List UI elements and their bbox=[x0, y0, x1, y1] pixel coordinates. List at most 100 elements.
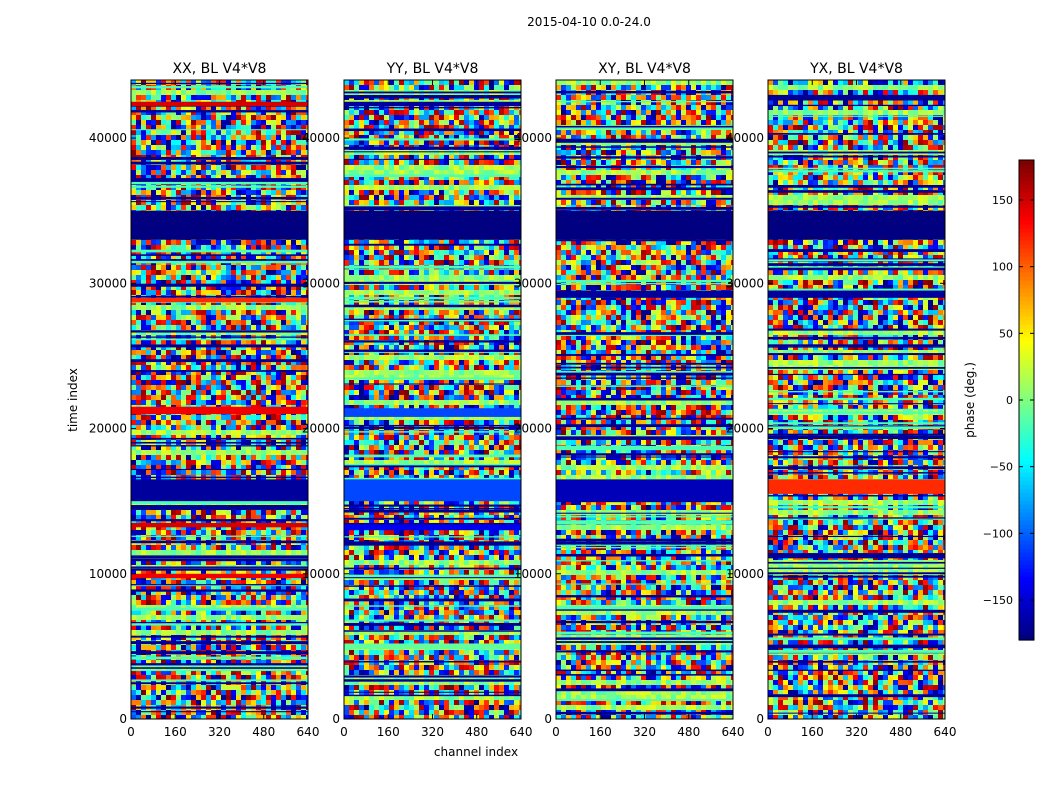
phase-band-5 bbox=[131, 573, 308, 579]
panels-group: XX, BL V4*V8 0 160 320 480 640 0 10000 20000 3000… bbox=[89, 61, 957, 739]
colorbar-segment bbox=[1019, 468, 1034, 473]
colorbar-segment bbox=[1019, 496, 1034, 501]
colorbar-segment bbox=[1019, 512, 1034, 517]
colorbar-segment bbox=[1019, 608, 1034, 613]
colorbar-segment bbox=[1019, 552, 1034, 557]
colorbar-segment bbox=[1019, 380, 1034, 385]
x-tick-label: 0 bbox=[340, 725, 348, 739]
colorbar-segment bbox=[1019, 540, 1034, 545]
colorbar-segment bbox=[1019, 604, 1034, 609]
phase-band-5 bbox=[344, 643, 521, 650]
phase-band-1 bbox=[131, 210, 308, 240]
phase-band-2 bbox=[344, 479, 521, 502]
colorbar-segment bbox=[1019, 196, 1034, 201]
colorbar-tick-label: 150 bbox=[992, 194, 1013, 207]
x-tick-label: 480 bbox=[252, 725, 275, 739]
colorbar-segment bbox=[1019, 428, 1034, 433]
colorbar-segment bbox=[1019, 260, 1034, 265]
colorbar-segment bbox=[1019, 476, 1034, 481]
colorbar-segment bbox=[1019, 340, 1034, 345]
colorbar-segment bbox=[1019, 492, 1034, 497]
colorbar-segment bbox=[1019, 368, 1034, 373]
colorbar-segment bbox=[1019, 508, 1034, 513]
colorbar-segment bbox=[1019, 304, 1034, 309]
colorbar-segment bbox=[1019, 160, 1034, 165]
x-tick-label: 320 bbox=[421, 725, 444, 739]
phase-band-2 bbox=[131, 406, 308, 415]
colorbar-segment bbox=[1019, 580, 1034, 585]
y-tick-label: 20000 bbox=[89, 422, 127, 436]
phase-image bbox=[556, 80, 733, 719]
y-tick-label: 40000 bbox=[89, 131, 127, 145]
colorbar: −150 −100 −50 0 50 100 150 bbox=[983, 159, 1035, 641]
colorbar-segment bbox=[1019, 352, 1034, 357]
colorbar-segment bbox=[1019, 484, 1034, 489]
colorbar-tick-label: 0 bbox=[1006, 394, 1013, 407]
colorbar-segment bbox=[1019, 576, 1034, 581]
colorbar-segment bbox=[1019, 456, 1034, 461]
y-axis-label: time index bbox=[66, 368, 80, 432]
colorbar-segment bbox=[1019, 424, 1034, 429]
colorbar-segment bbox=[1019, 516, 1034, 521]
x-tick-label: 320 bbox=[208, 725, 231, 739]
colorbar-segment bbox=[1019, 172, 1034, 177]
colorbar-segment bbox=[1019, 244, 1034, 249]
colorbar-segment bbox=[1019, 632, 1034, 637]
x-tick-label: 320 bbox=[633, 725, 656, 739]
colorbar-segment bbox=[1019, 624, 1034, 629]
colorbar-segment bbox=[1019, 252, 1034, 257]
colorbar-segment bbox=[1019, 192, 1034, 197]
y-tick-label: 20000 bbox=[302, 422, 340, 436]
colorbar-segment bbox=[1019, 300, 1034, 305]
colorbar-segment bbox=[1019, 588, 1034, 593]
panel-title: YX, BL V4*V8 bbox=[809, 61, 903, 77]
colorbar-segment bbox=[1019, 204, 1034, 209]
colorbar-segment bbox=[1019, 348, 1034, 353]
y-tick-label: 30000 bbox=[514, 276, 552, 290]
colorbar-segment bbox=[1019, 376, 1034, 381]
colorbar-segment bbox=[1019, 324, 1034, 329]
colorbar-tick-label: −50 bbox=[990, 461, 1013, 474]
x-tick-label: 160 bbox=[164, 725, 187, 739]
x-tick-label: 0 bbox=[127, 725, 135, 739]
panel-1: XX, BL V4*V8 0 160 320 480 640 0 10000 20000 3000… bbox=[89, 61, 320, 739]
x-tick-label: 640 bbox=[297, 725, 320, 739]
colorbar-segment bbox=[1019, 400, 1034, 405]
x-tick-label: 640 bbox=[510, 725, 533, 739]
colorbar-segment bbox=[1019, 176, 1034, 181]
colorbar-segment bbox=[1019, 480, 1034, 485]
x-tick-label: 480 bbox=[677, 725, 700, 739]
colorbar-segment bbox=[1019, 272, 1034, 277]
x-tick-label: 480 bbox=[889, 725, 912, 739]
x-tick-label: 640 bbox=[722, 725, 745, 739]
phase-band-1 bbox=[344, 210, 521, 240]
colorbar-segment bbox=[1019, 328, 1034, 333]
colorbar-segment bbox=[1019, 544, 1034, 549]
colorbar-segment bbox=[1019, 288, 1034, 293]
colorbar-segment bbox=[1019, 268, 1034, 273]
phase-band-3 bbox=[344, 408, 521, 417]
colorbar-label: phase (deg.) bbox=[963, 362, 977, 438]
phase-image bbox=[131, 80, 308, 719]
colorbar-segment bbox=[1019, 164, 1034, 169]
colorbar-segment bbox=[1019, 336, 1034, 341]
phase-band-1 bbox=[768, 210, 945, 240]
y-tick-label: 30000 bbox=[302, 276, 340, 290]
y-tick-label: 10000 bbox=[302, 567, 340, 581]
colorbar-segment bbox=[1019, 600, 1034, 605]
colorbar-segment bbox=[1019, 404, 1034, 409]
colorbar-segment bbox=[1019, 536, 1034, 541]
y-tick-label: 0 bbox=[544, 712, 552, 726]
y-tick-label: 0 bbox=[119, 712, 127, 726]
y-tick-label: 30000 bbox=[89, 276, 127, 290]
colorbar-segment bbox=[1019, 560, 1034, 565]
x-axis-label: channel index bbox=[434, 745, 518, 759]
colorbar-tick-label: 100 bbox=[992, 261, 1013, 274]
colorbar-segment bbox=[1019, 184, 1034, 189]
colorbar-segment bbox=[1019, 636, 1034, 641]
phase-band-2 bbox=[768, 290, 945, 298]
colorbar-segment bbox=[1019, 420, 1034, 425]
colorbar-segment bbox=[1019, 548, 1034, 553]
colorbar-segment bbox=[1019, 364, 1034, 369]
colorbar-segment bbox=[1019, 200, 1034, 205]
